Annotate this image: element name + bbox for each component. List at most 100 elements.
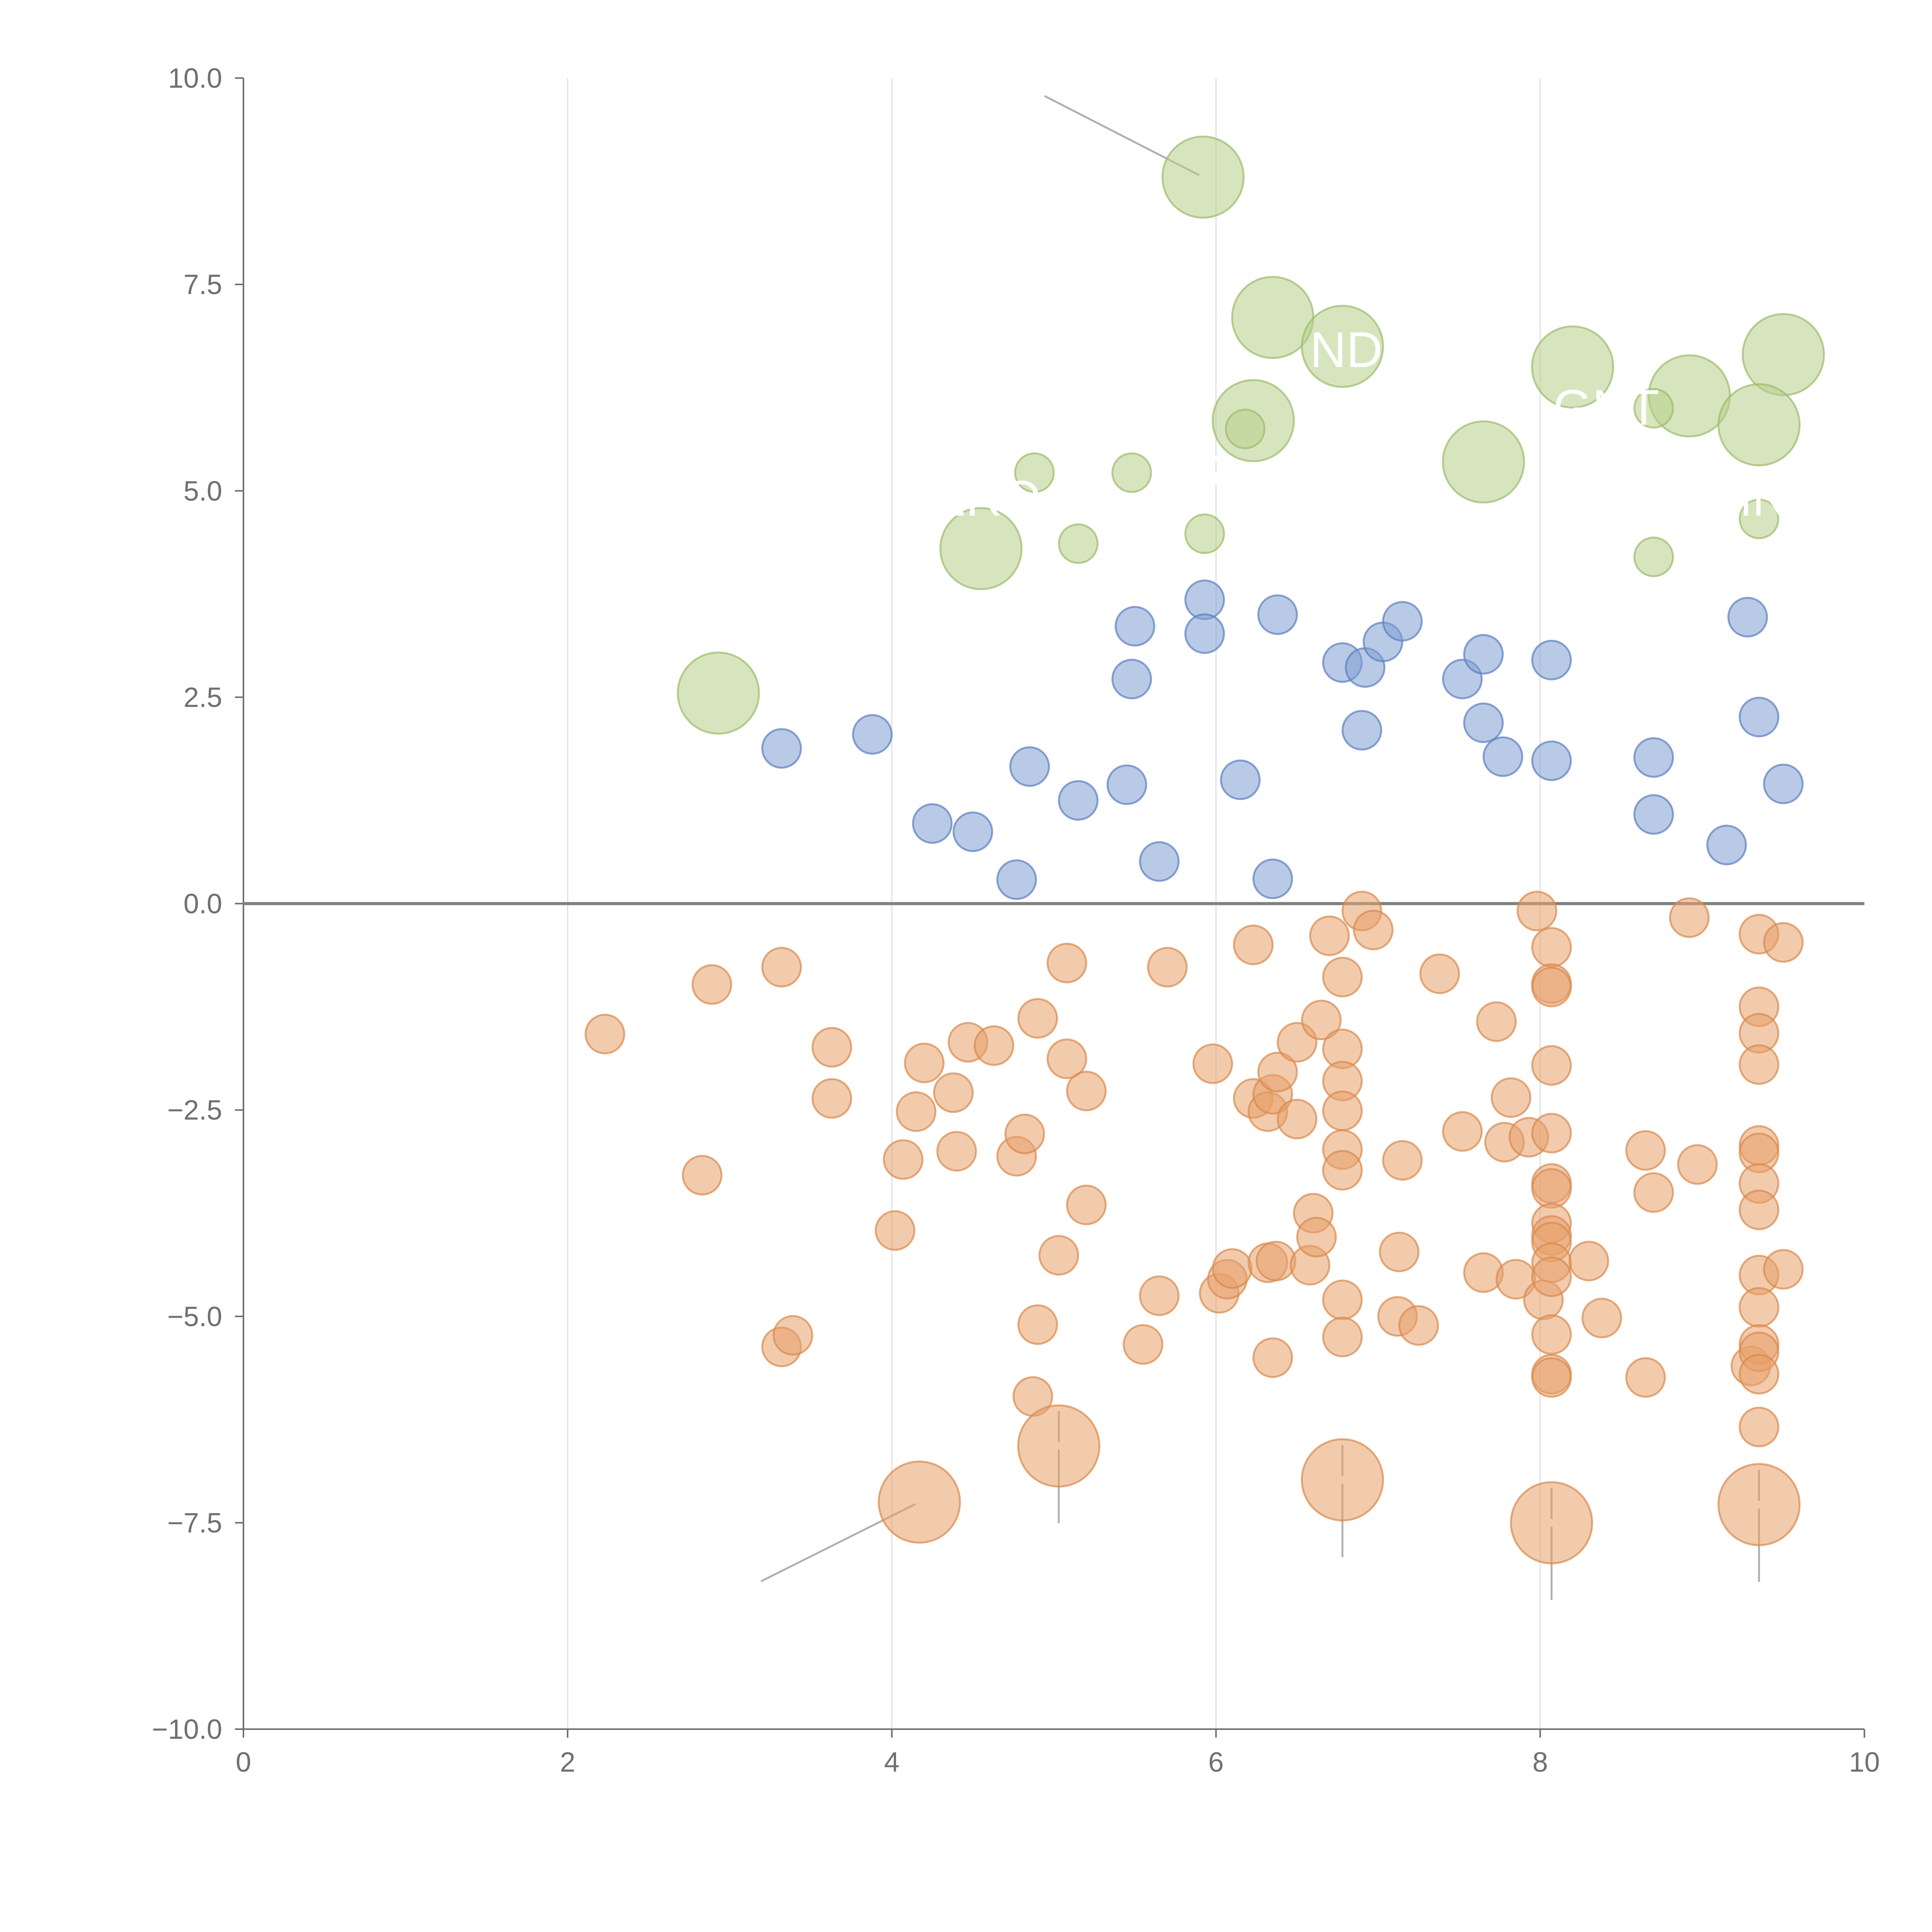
data-point-positive (1727, 597, 1768, 638)
data-point-negative (1738, 1287, 1779, 1328)
data-point-negative (1738, 1189, 1779, 1230)
data-point-negative (1066, 1070, 1107, 1111)
data-point-negative (1398, 1305, 1439, 1346)
x-tick-label: 10 (1849, 1747, 1880, 1778)
data-point-negative (1212, 1248, 1253, 1289)
data-point-negative (691, 964, 732, 1005)
data-point-negative (584, 1014, 625, 1054)
x-tick-label: 4 (884, 1747, 900, 1778)
data-point-positive (1342, 710, 1383, 751)
data-point-positive-large (939, 507, 1023, 590)
data-point-positive (1257, 594, 1298, 635)
data-point-negative (1255, 1241, 1296, 1282)
data-point-negative (1322, 957, 1363, 998)
data-point-positive-large (1738, 498, 1779, 539)
x-tick-label: 6 (1208, 1747, 1224, 1778)
data-point-negative (1738, 1354, 1779, 1395)
y-tick-label: −5.0 (167, 1301, 222, 1332)
data-point-negative (1625, 1130, 1666, 1171)
data-point-negative (896, 1091, 937, 1132)
data-point-positive (852, 714, 893, 755)
y-tick-label: 10.0 (168, 63, 222, 94)
data-point-negative (1353, 910, 1394, 951)
data-point-negative (682, 1155, 723, 1196)
data-point-positive (1058, 780, 1099, 821)
data-point-positive (996, 859, 1037, 900)
data-point-negative (1301, 1438, 1384, 1522)
data-point-positive-large (1633, 536, 1674, 577)
data-point-negative (811, 1027, 852, 1068)
data-point-negative (1738, 1406, 1779, 1447)
data-point-negative (1192, 1043, 1233, 1084)
data-point-positive-large (1184, 513, 1225, 554)
y-tick-label: 5.0 (184, 476, 222, 507)
data-point-negative (1017, 1404, 1100, 1488)
data-point-negative (1531, 1357, 1572, 1398)
data-point-negative (1531, 1112, 1572, 1153)
data-point-positive (1531, 639, 1572, 680)
data-point-negative (1738, 1044, 1779, 1085)
data-point-negative (1476, 1001, 1517, 1042)
data-point-negative (1122, 1324, 1163, 1365)
data-point-negative (878, 1460, 961, 1544)
data-point-negative (1581, 1298, 1622, 1338)
data-point-positive (761, 728, 802, 769)
data-point-negative (1677, 1144, 1718, 1185)
data-point-negative (1763, 922, 1804, 963)
data-point-negative (1633, 1172, 1674, 1213)
data-point-negative (1510, 1481, 1593, 1565)
y-tick-label: 7.5 (184, 269, 222, 300)
data-point-negative (1046, 1038, 1087, 1079)
data-point-positive (1531, 740, 1572, 781)
data-point-negative (1568, 1241, 1609, 1282)
data-point-positive-large (1058, 523, 1099, 564)
x-tick-label: 2 (560, 1747, 575, 1778)
data-point-negative (1038, 1235, 1079, 1276)
data-point-negative (1379, 1231, 1420, 1272)
data-point-negative (1322, 1090, 1363, 1131)
data-point-positive-large (1301, 304, 1384, 388)
data-point-positive (1483, 736, 1524, 777)
data-point-negative (1017, 998, 1058, 1039)
data-point-negative (1322, 1316, 1363, 1357)
data-point-negative (1004, 1114, 1045, 1155)
data-point-positive-large (1633, 388, 1674, 429)
y-tick-label: −10.0 (152, 1714, 222, 1745)
data-point-negative (1139, 1275, 1180, 1316)
data-point-negative (973, 1025, 1014, 1066)
data-point-positive (1106, 764, 1147, 805)
data-point-positive-large (1225, 408, 1266, 449)
annotation-label: R (1192, 445, 1228, 502)
data-point-negative (933, 1072, 974, 1113)
data-point-negative (1046, 942, 1087, 983)
data-point-negative (1517, 891, 1558, 932)
y-tick-label: 0.0 (184, 889, 222, 920)
data-point-positive (1763, 764, 1804, 804)
data-point-negative (1301, 1000, 1342, 1041)
data-point-negative (761, 947, 802, 988)
annotation-label: ERO (932, 470, 1041, 526)
y-tick-label: 2.5 (184, 682, 222, 713)
y-tick-label: −2.5 (167, 1095, 222, 1126)
data-point-negative (1669, 897, 1710, 938)
data-point-negative (1717, 1463, 1801, 1546)
x-tick-label: 8 (1532, 1747, 1548, 1778)
data-point-positive (1463, 634, 1504, 675)
data-point-negative (1277, 1099, 1318, 1139)
annotation-label: NDER (1310, 321, 1452, 378)
data-point-negative (1419, 953, 1460, 994)
data-point-positive (1706, 825, 1747, 866)
data-point-positive (1009, 746, 1050, 787)
data-point-negative (1257, 1051, 1298, 1092)
data-point-positive (1463, 702, 1504, 743)
data-point-negative (1252, 1337, 1293, 1378)
data-point-negative (1382, 1140, 1423, 1181)
annotation-label: MN (1710, 470, 1788, 526)
data-point-negative (874, 1210, 915, 1251)
data-point-positive-large (677, 651, 760, 735)
data-point-positive (1184, 613, 1225, 654)
data-point-negative (1017, 1304, 1058, 1345)
data-point-positive (1738, 697, 1779, 738)
data-point-negative (1066, 1184, 1107, 1225)
